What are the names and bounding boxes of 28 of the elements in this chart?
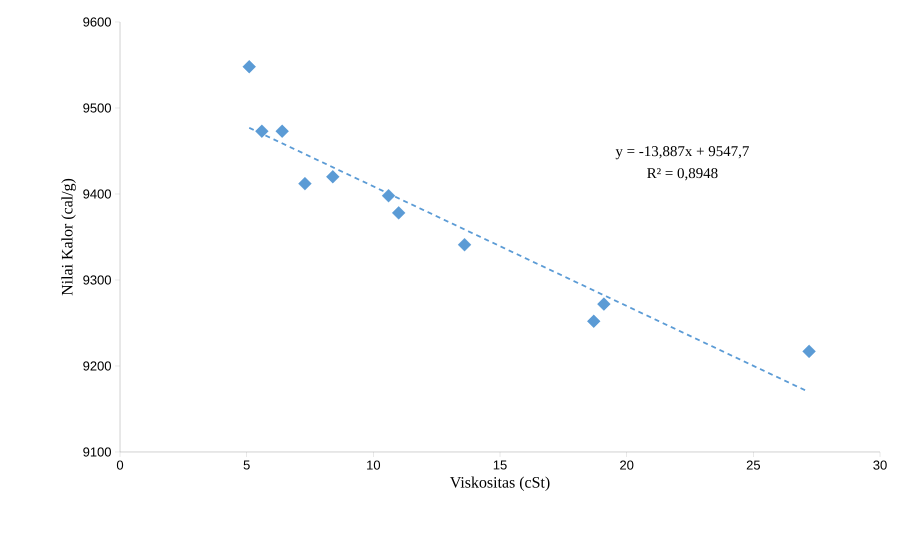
point <box>298 176 312 190</box>
point <box>587 314 600 328</box>
y-tick-label: 9500 <box>83 103 111 113</box>
point <box>326 170 340 184</box>
y-tick-label: 9400 <box>83 189 111 199</box>
point <box>458 238 472 252</box>
y-tick-label: 9300 <box>83 275 111 285</box>
point <box>597 297 611 311</box>
y-tick-label: 9100 <box>83 447 111 457</box>
point <box>802 344 816 358</box>
x-tick-label: 30 <box>873 460 887 470</box>
y-tick-label: 9200 <box>83 361 111 371</box>
y-axis-title: Nilai Kalor (cal/g) <box>61 178 76 296</box>
x-tick-label: 20 <box>620 460 634 470</box>
annotation: R² = 0,8948 <box>647 168 718 180</box>
point <box>275 124 289 138</box>
annotation: y = -13,887x + 9547,7 <box>616 146 749 160</box>
x-tick-label: 5 <box>244 460 250 470</box>
x-tick-label: 25 <box>746 460 760 470</box>
y-tick-label: 9600 <box>83 17 111 27</box>
point <box>392 206 406 220</box>
x-axis-title: Viskositas (cSt) <box>450 476 550 491</box>
x-tick-label: 15 <box>494 460 507 470</box>
x-tick-label: 10 <box>367 460 380 470</box>
point <box>382 189 396 202</box>
x-tick-label: 0 <box>116 460 124 470</box>
point <box>255 124 269 138</box>
point <box>242 60 256 74</box>
